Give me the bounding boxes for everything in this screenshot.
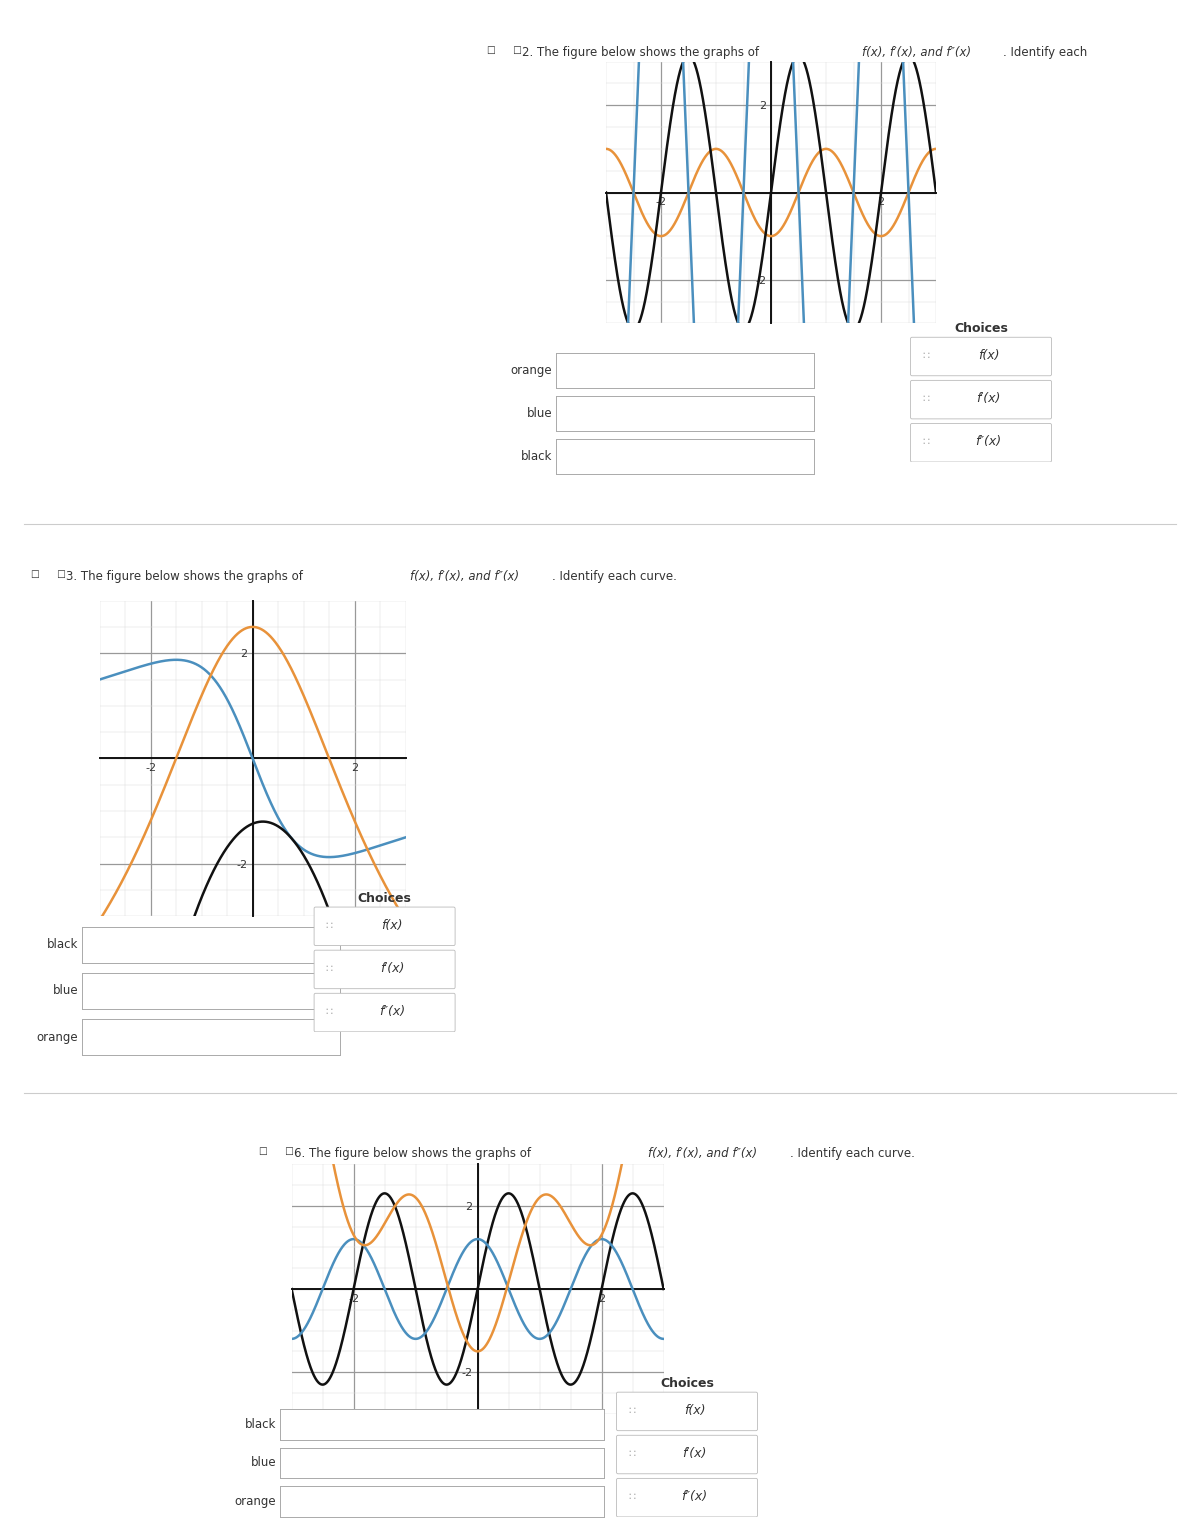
Text: ∷: ∷: [325, 964, 332, 973]
Text: f′(x): f′(x): [380, 962, 404, 975]
Text: blue: blue: [251, 1457, 276, 1469]
Text: . Identify each curve.: . Identify each curve.: [790, 1147, 914, 1160]
Text: ☐: ☐: [30, 570, 38, 579]
Text: orange: orange: [234, 1495, 276, 1508]
Text: blue: blue: [527, 407, 552, 420]
Text: orange: orange: [36, 1030, 78, 1044]
Text: orange: orange: [510, 363, 552, 377]
Text: black: black: [521, 450, 552, 464]
Text: blue: blue: [53, 984, 78, 998]
Text: ☐: ☐: [54, 570, 72, 579]
Text: Choices: Choices: [358, 892, 412, 904]
FancyBboxPatch shape: [617, 1392, 757, 1431]
Text: ∷: ∷: [628, 1449, 635, 1458]
Text: 2. The figure below shows the graphs of: 2. The figure below shows the graphs of: [522, 46, 763, 59]
Text: ∷: ∷: [628, 1492, 635, 1502]
Text: f(x), f′(x), and f″(x): f(x), f′(x), and f″(x): [410, 570, 520, 582]
Text: ∷: ∷: [325, 921, 332, 930]
Text: 6. The figure below shows the graphs of: 6. The figure below shows the graphs of: [294, 1147, 535, 1160]
Text: f(x): f(x): [684, 1404, 706, 1417]
Text: ☐: ☐: [510, 46, 528, 55]
Text: ☐: ☐: [486, 46, 494, 55]
Text: 3. The figure below shows the graphs of: 3. The figure below shows the graphs of: [66, 570, 307, 582]
Text: ∷: ∷: [325, 1007, 332, 1016]
Text: ∷: ∷: [922, 351, 929, 360]
Text: ∷: ∷: [628, 1406, 635, 1415]
Text: f″(x): f″(x): [682, 1491, 708, 1503]
Text: f′(x): f′(x): [683, 1448, 707, 1460]
Text: ☐: ☐: [282, 1147, 300, 1157]
Text: ∷: ∷: [922, 437, 929, 447]
Text: f(x): f(x): [978, 350, 1000, 362]
Text: f(x), f′(x), and f″(x): f(x), f′(x), and f″(x): [648, 1147, 757, 1160]
Text: black: black: [245, 1418, 276, 1431]
Text: ∷: ∷: [922, 394, 929, 403]
FancyBboxPatch shape: [617, 1478, 757, 1517]
FancyBboxPatch shape: [617, 1435, 757, 1474]
FancyBboxPatch shape: [911, 380, 1051, 419]
FancyBboxPatch shape: [911, 337, 1051, 376]
Text: ☐: ☐: [258, 1147, 266, 1157]
Text: f(x): f(x): [382, 919, 403, 932]
Text: Choices: Choices: [660, 1377, 714, 1389]
Text: f″(x): f″(x): [976, 436, 1002, 448]
Text: . Identify each curve.: . Identify each curve.: [552, 570, 677, 582]
Text: black: black: [47, 938, 78, 952]
FancyBboxPatch shape: [314, 993, 455, 1032]
Text: Choices: Choices: [954, 322, 1008, 334]
FancyBboxPatch shape: [314, 907, 455, 946]
Text: f″(x): f″(x): [379, 1006, 406, 1018]
Text: . Identify each: . Identify each: [1003, 46, 1087, 59]
FancyBboxPatch shape: [911, 424, 1051, 462]
FancyBboxPatch shape: [314, 950, 455, 989]
Text: f(x), f′(x), and f″(x): f(x), f′(x), and f″(x): [862, 46, 971, 59]
Text: f′(x): f′(x): [977, 393, 1001, 405]
